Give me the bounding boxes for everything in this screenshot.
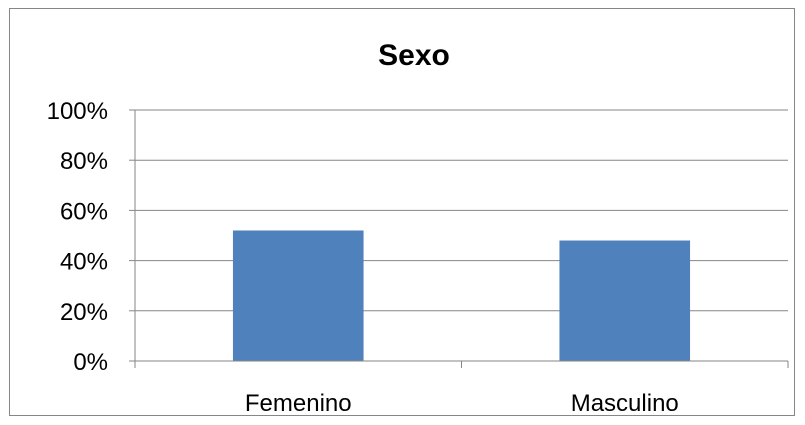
y-tick-label: 40% <box>60 249 108 276</box>
axes <box>129 109 789 368</box>
x-axis-category-labels: Femenino Masculino <box>245 390 679 417</box>
y-tick-label: 100% <box>47 98 108 125</box>
x-category-label: Femenino <box>245 390 352 417</box>
x-category-label: Masculino <box>571 390 679 417</box>
chart-title: Sexo <box>378 39 450 72</box>
bar-femenino <box>232 230 364 361</box>
bars <box>232 230 691 361</box>
y-axis-tick-labels: 0% 20% 40% 60% 80% 100% <box>47 98 108 376</box>
y-tick-label: 80% <box>60 148 108 175</box>
y-tick-label: 60% <box>60 198 108 225</box>
bar-masculino <box>559 240 691 361</box>
y-tick-label: 0% <box>73 349 108 376</box>
y-tick-label: 20% <box>60 299 108 326</box>
